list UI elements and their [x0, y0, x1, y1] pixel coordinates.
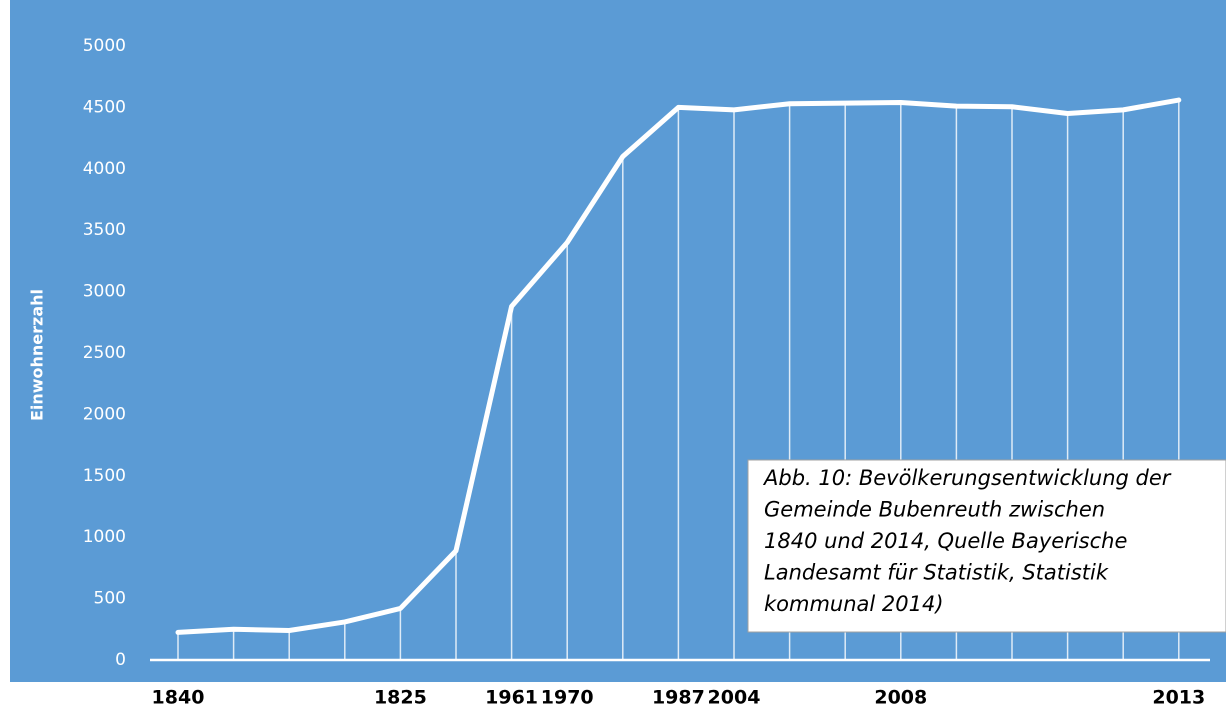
y-axis-label: Einwohnerzahl — [28, 289, 47, 421]
x-tick-label: 2008 — [874, 687, 927, 709]
y-tick-label: 500 — [94, 589, 126, 609]
y-tick-label: 4500 — [83, 97, 126, 117]
x-tick-label: 2004 — [708, 687, 761, 709]
x-tick-label: 1961 — [485, 687, 538, 709]
annotation-text: Landesamt für Statistik, Statistik — [764, 561, 1109, 585]
x-tick-label: 1987 — [652, 687, 705, 709]
annotation-text: kommunal 2014) — [764, 592, 944, 616]
y-tick-label: 0 — [115, 650, 126, 670]
y-tick-label: 5000 — [83, 36, 126, 56]
population-line — [175, 97, 1182, 635]
x-tick-label: 2013 — [1152, 687, 1205, 709]
annotation-text: Abb. 10: Bevölkerungsentwicklung der — [762, 466, 1172, 490]
y-tick-label: 4000 — [83, 159, 126, 179]
y-tick-label: 3000 — [83, 282, 126, 302]
x-tick-label: 1970 — [541, 687, 594, 709]
x-tick-label: 1825 — [374, 687, 427, 709]
y-tick-label: 1500 — [83, 466, 126, 486]
y-tick-label: 1000 — [83, 527, 126, 547]
y-tick-label: 2500 — [83, 343, 126, 363]
y-tick-label: 3500 — [83, 220, 126, 240]
annotation-text: Gemeinde Bubenreuth zwischen — [764, 498, 1105, 522]
annotation-box — [747, 459, 1226, 633]
y-tick-label: 2000 — [83, 404, 126, 424]
annotation-text: 1840 und 2014, Quelle Bayerische — [764, 529, 1127, 553]
x-tick-label: 1840 — [152, 687, 205, 709]
